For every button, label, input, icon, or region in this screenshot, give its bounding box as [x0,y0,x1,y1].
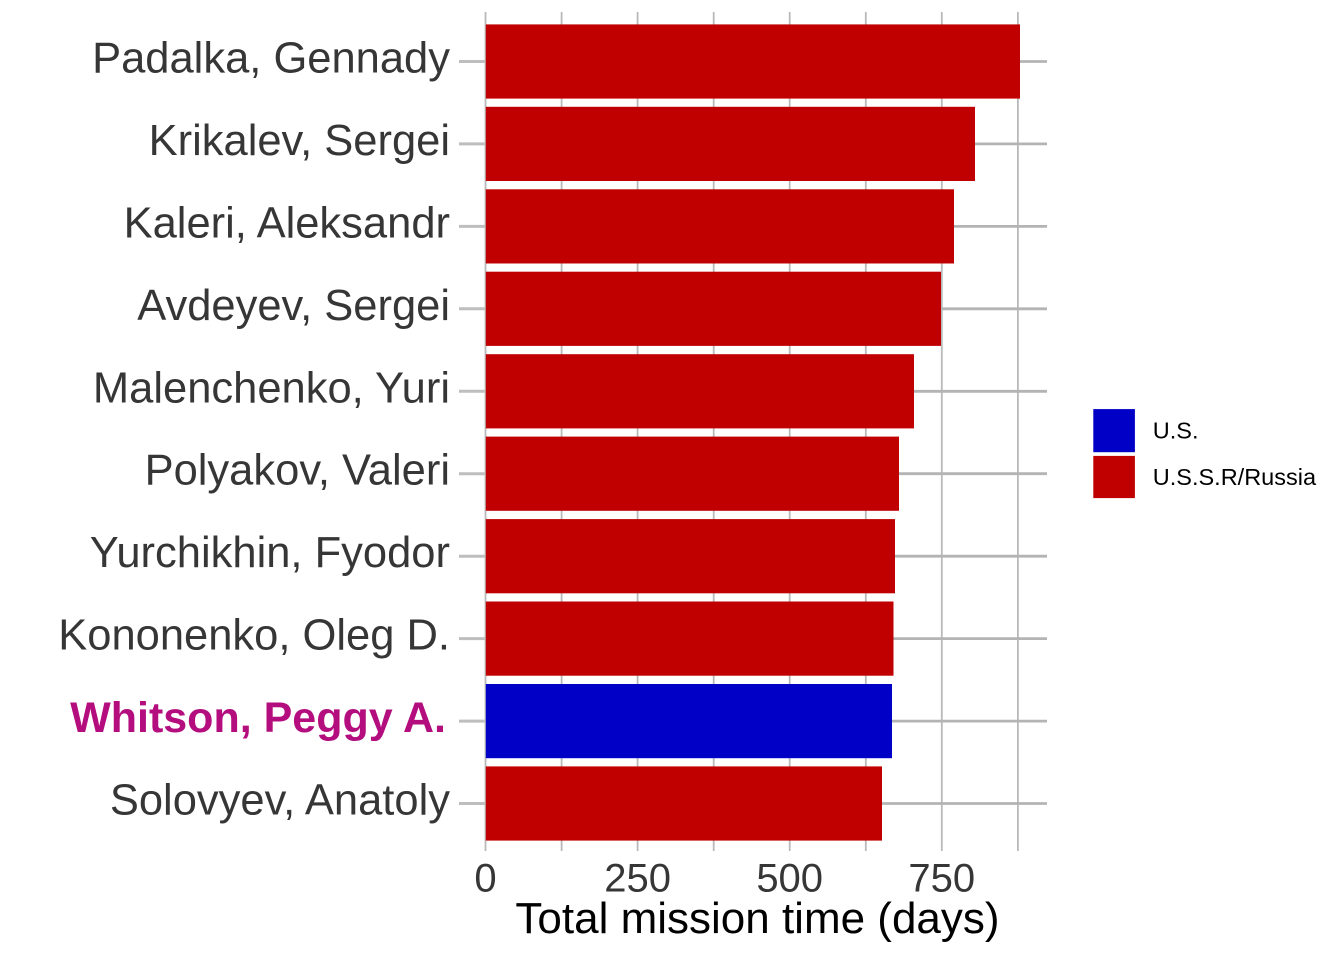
svg-text:0: 0 [474,857,496,901]
svg-text:Malenchenko, Yuri: Malenchenko, Yuri [93,364,450,412]
svg-text:Solovyev, Anatoly: Solovyev, Anatoly [110,777,450,825]
svg-text:Polyakov, Valeri: Polyakov, Valeri [145,447,450,495]
svg-text:Avdeyev, Sergei: Avdeyev, Sergei [137,282,450,330]
svg-text:Kononenko, Oleg D.: Kononenko, Oleg D. [58,612,450,660]
svg-text:250: 250 [604,857,671,901]
svg-text:U.S.S.R/Russia: U.S.S.R/Russia [1153,464,1317,490]
svg-text:Yurchikhin, Fyodor: Yurchikhin, Fyodor [90,529,450,577]
svg-text:Whitson, Peggy A.: Whitson, Peggy A. [70,694,446,742]
svg-text:Kaleri, Aleksandr: Kaleri, Aleksandr [124,199,450,247]
svg-text:500: 500 [756,857,823,901]
svg-text:Total mission time (days): Total mission time (days) [515,894,999,943]
svg-text:Krikalev, Sergei: Krikalev, Sergei [149,117,450,165]
svg-text:Padalka, Gennady: Padalka, Gennady [92,35,450,83]
svg-text:750: 750 [908,857,975,901]
svg-text:U.S.: U.S. [1153,418,1199,444]
